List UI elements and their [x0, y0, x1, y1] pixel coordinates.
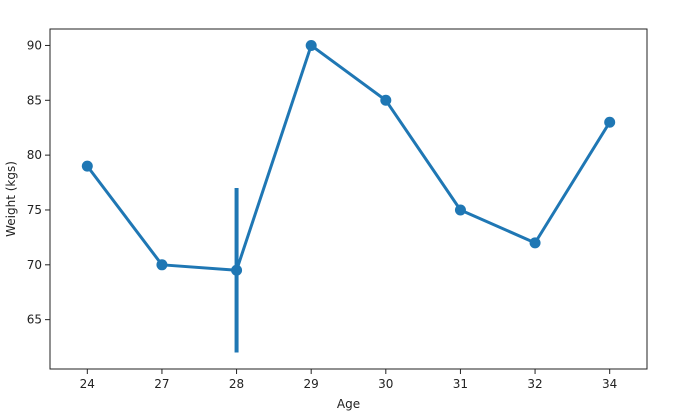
y-tick-label-70: 70	[27, 258, 42, 272]
x-tick-label-31: 31	[453, 377, 468, 391]
y-tick-label-65: 65	[27, 313, 42, 327]
x-axis: 24 27 28 29 30 31 32 34	[80, 369, 617, 391]
x-tick-label-28: 28	[229, 377, 244, 391]
data-point-34	[604, 116, 616, 128]
y-tick-label-75: 75	[27, 203, 42, 217]
plot-area	[49, 28, 648, 370]
x-tick-label-34: 34	[602, 377, 617, 391]
data-points	[81, 39, 616, 276]
data-point-32	[529, 237, 541, 249]
data-point-31	[454, 204, 466, 216]
x-axis-label: Age	[337, 397, 360, 411]
series-line	[85, 43, 612, 272]
x-tick-label-24: 24	[80, 377, 95, 391]
data-point-30	[380, 94, 392, 106]
data-point-28	[231, 264, 243, 276]
x-tick-label-27: 27	[154, 377, 169, 391]
y-tick-label-85: 85	[27, 93, 42, 107]
x-tick-label-29: 29	[304, 377, 319, 391]
y-tick-label-90: 90	[27, 38, 42, 52]
data-point-24	[81, 160, 93, 172]
data-point-27	[156, 259, 168, 271]
y-tick-label-80: 80	[27, 148, 42, 162]
data-point-29	[305, 39, 317, 51]
y-axis-label: Weight (kgs)	[4, 161, 18, 237]
y-axis: 65 70 75 80 85 90	[27, 38, 50, 327]
x-tick-label-30: 30	[378, 377, 393, 391]
x-tick-label-32: 32	[527, 377, 542, 391]
